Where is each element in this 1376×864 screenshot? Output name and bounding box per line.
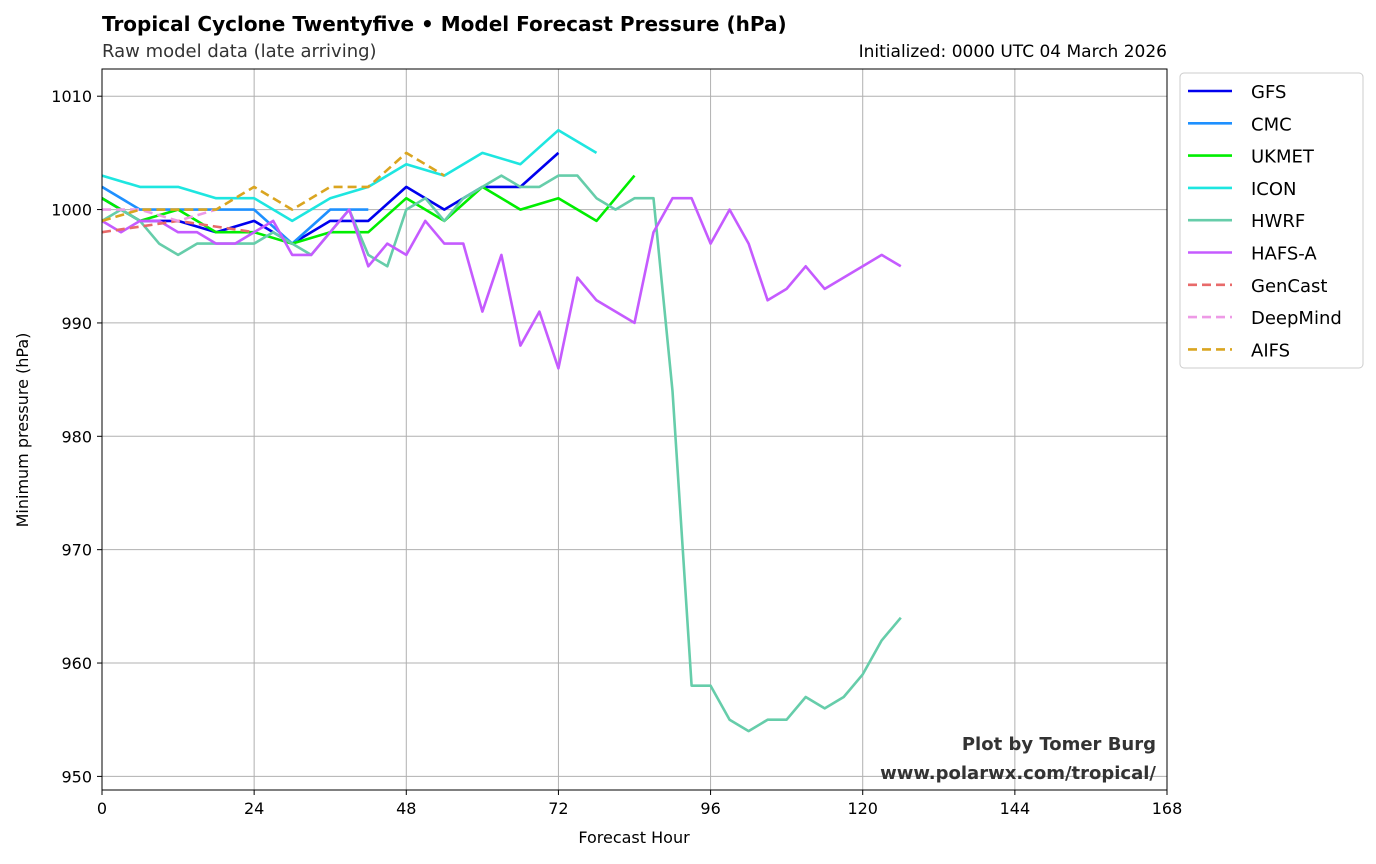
y-axis-label: Minimum pressure (hPa) [13,333,32,528]
x-tick-label: 144 [1000,799,1031,818]
x-tick-label: 48 [396,799,416,818]
legend-label: AIFS [1251,340,1290,361]
y-tick-label: 950 [61,767,92,786]
x-tick-label: 24 [244,799,264,818]
x-axis-label: Forecast Hour [578,828,690,847]
series-line-deepmind [102,208,217,223]
legend-label: HAFS-A [1251,244,1317,265]
legend-label: HWRF [1251,211,1305,232]
series-line-icon [101,128,598,223]
legend-label: CMC [1251,114,1292,135]
y-tick-label: 960 [61,654,92,673]
y-tick-label: 990 [61,314,92,333]
y-tick-label: 970 [61,541,92,560]
legend: GFS CMC UKMET ICON HWRF HAFS-A GenCast DeepMind… [1179,72,1364,369]
series-line-hafs-a [101,196,902,370]
init-label: Initialized: 0000 UTC 04 March 2026 [859,42,1167,62]
x-tick-label: 0 [97,799,107,818]
x-tick-label: 72 [548,799,568,818]
legend-label: GFS [1251,82,1286,103]
x-tick-label: 120 [847,799,878,818]
x-tick-label: 168 [1152,799,1183,818]
y-tick-label: 1000 [51,201,92,220]
series-line-aifs [101,151,445,223]
legend-label: ICON [1251,179,1297,200]
chart-title: Tropical Cyclone Twentyfive • Model Fore… [102,12,787,36]
chart-subtitle: Raw model data (late arriving) [102,41,377,62]
plot-frame [101,68,1168,791]
legend-label: GenCast [1251,276,1327,297]
credit-url: www.polarwx.com/tropical/ [880,763,1156,784]
legend-label: DeepMind [1251,308,1342,329]
credit-author: Plot by Tomer Burg [962,734,1156,755]
y-tick-label: 1010 [51,87,92,106]
y-tick-label: 980 [61,427,92,446]
legend-label: UKMET [1251,147,1315,168]
x-tick-label: 96 [700,799,720,818]
